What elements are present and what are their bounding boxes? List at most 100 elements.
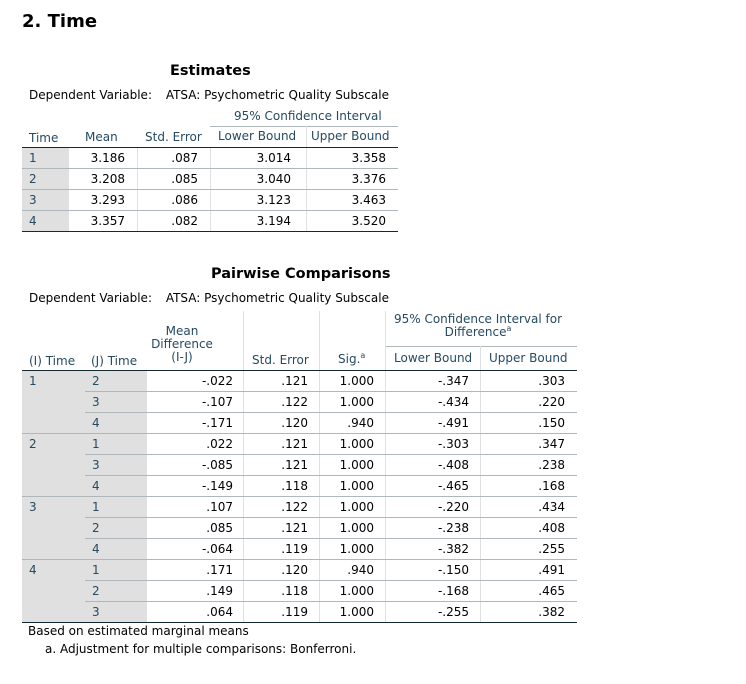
row-rule xyxy=(85,391,577,392)
pairwise-std-error: .121 xyxy=(281,374,308,388)
pairwise-sig: 1.000 xyxy=(339,500,374,514)
estimates-title: Estimates xyxy=(170,63,251,79)
dependent-variable-value: ATSA: Psychometric Quality Subscale xyxy=(165,291,389,305)
col-header-sig: Sig.a xyxy=(338,351,366,367)
pairwise-upper-bound: .347 xyxy=(538,437,565,451)
pairwise-upper-bound: .150 xyxy=(538,416,565,430)
pairwise-row-j-time: 1 xyxy=(92,563,100,577)
row-rule xyxy=(22,189,398,190)
pairwise-sig: 1.000 xyxy=(339,437,374,451)
row-rule xyxy=(85,601,577,602)
pairwise-lower-bound: -.255 xyxy=(437,605,469,619)
pairwise-sig: 1.000 xyxy=(339,584,374,598)
pairwise-mean-difference: -.085 xyxy=(201,458,233,472)
estimates-row-time: 4 xyxy=(29,214,37,228)
pairwise-ci-header: 95% Confidence Interval for Differencea xyxy=(393,312,563,339)
row-rule xyxy=(22,433,577,434)
footnote-a: a. Adjustment for multiple comparisons: … xyxy=(45,642,357,656)
pairwise-row-i-time: 1 xyxy=(29,374,37,388)
pairwise-upper-bound: .168 xyxy=(538,479,565,493)
estimates-mean: 3.208 xyxy=(90,172,125,186)
estimates-dependent-variable: Dependent Variable: ATSA: Psychometric Q… xyxy=(29,88,389,102)
pairwise-mean-difference: .064 xyxy=(206,605,233,619)
header-column-rule xyxy=(319,311,320,370)
pairwise-sig: 1.000 xyxy=(339,479,374,493)
header-column-rule xyxy=(306,126,307,147)
pairwise-dependent-variable: Dependent Variable: ATSA: Psychometric Q… xyxy=(29,291,389,305)
pairwise-std-error: .120 xyxy=(281,563,308,577)
col-header-upper-bound: Upper Bound xyxy=(311,129,390,143)
pairwise-lower-bound: -.465 xyxy=(437,479,469,493)
col-header-j-time: (J) Time xyxy=(91,354,138,368)
estimates-mean: 3.186 xyxy=(90,151,125,165)
pairwise-mean-difference: .171 xyxy=(206,563,233,577)
pairwise-mean-difference: -.171 xyxy=(201,416,233,430)
section-title: 2. Time xyxy=(22,11,98,32)
pairwise-row-j-time: 4 xyxy=(92,542,100,556)
col-header-lower-bound: Lower Bound xyxy=(218,129,297,143)
pairwise-lower-bound: -.303 xyxy=(437,437,469,451)
pairwise-upper-bound: .408 xyxy=(538,521,565,535)
pairwise-sig: .940 xyxy=(347,416,374,430)
row-rule xyxy=(22,622,577,623)
col-header-std-error: Std. Error xyxy=(252,353,309,367)
pairwise-row-j-time: 3 xyxy=(92,458,100,472)
estimates-std-error: .086 xyxy=(171,193,198,207)
pairwise-mean-difference: -.064 xyxy=(201,542,233,556)
row-rule xyxy=(22,496,577,497)
pairwise-sig: .940 xyxy=(347,563,374,577)
pairwise-std-error: .122 xyxy=(281,395,308,409)
pairwise-mean-difference: -.022 xyxy=(201,374,233,388)
estimates-std-error: .082 xyxy=(171,214,198,228)
pairwise-std-error: .120 xyxy=(281,416,308,430)
footnote-main: Based on estimated marginal means xyxy=(28,624,249,638)
pairwise-sig: 1.000 xyxy=(339,458,374,472)
estimates-std-error: .085 xyxy=(171,172,198,186)
pairwise-row-j-time: 1 xyxy=(92,437,100,451)
row-rule xyxy=(85,517,577,518)
pairwise-upper-bound: .220 xyxy=(538,395,565,409)
header-column-rule xyxy=(480,346,481,370)
row-rule xyxy=(22,168,398,169)
pairwise-mean-difference: .022 xyxy=(206,437,233,451)
estimates-lower-bound: 3.014 xyxy=(256,151,291,165)
pairwise-lower-bound: -.150 xyxy=(437,563,469,577)
pairwise-lower-bound: -.491 xyxy=(437,416,469,430)
pairwise-row-j-time: 3 xyxy=(92,605,100,619)
estimates-row-time: 3 xyxy=(29,193,37,207)
pairwise-mean-difference: -.107 xyxy=(201,395,233,409)
pairwise-row-j-time: 4 xyxy=(92,416,100,430)
pairwise-sig: 1.000 xyxy=(339,395,374,409)
pairwise-mean-difference: .107 xyxy=(206,500,233,514)
estimates-upper-bound: 3.463 xyxy=(351,193,386,207)
pairwise-row-j-time: 2 xyxy=(92,374,100,388)
pairwise-lower-bound: -.220 xyxy=(437,500,469,514)
dependent-variable-label: Dependent Variable: xyxy=(29,88,152,102)
pairwise-mean-difference: .149 xyxy=(206,584,233,598)
col-header-mean: Mean xyxy=(85,130,118,144)
pairwise-upper-bound: .382 xyxy=(538,605,565,619)
estimates-lower-bound: 3.194 xyxy=(256,214,291,228)
pairwise-sig: 1.000 xyxy=(339,521,374,535)
pairwise-upper-bound: .238 xyxy=(538,458,565,472)
estimates-mean: 3.293 xyxy=(90,193,125,207)
pairwise-lower-bound: -.238 xyxy=(437,521,469,535)
row-rule xyxy=(85,454,577,455)
pairwise-title: Pairwise Comparisons xyxy=(211,266,391,282)
pairwise-lower-bound: -.347 xyxy=(437,374,469,388)
pairwise-upper-bound: .303 xyxy=(538,374,565,388)
estimates-lower-bound: 3.123 xyxy=(256,193,291,207)
row-rule xyxy=(85,580,577,581)
pairwise-sig: 1.000 xyxy=(339,605,374,619)
row-rule xyxy=(22,210,398,211)
estimates-upper-bound: 3.520 xyxy=(351,214,386,228)
dependent-variable-value: ATSA: Psychometric Quality Subscale xyxy=(165,88,389,102)
header-bottom-rule xyxy=(22,370,577,371)
pairwise-upper-bound: .434 xyxy=(538,500,565,514)
row-rule xyxy=(85,538,577,539)
header-column-rule xyxy=(243,311,244,370)
estimates-row-time: 2 xyxy=(29,172,37,186)
pairwise-row-j-time: 2 xyxy=(92,521,100,535)
pairwise-mean-difference: -.149 xyxy=(201,479,233,493)
pairwise-sig: 1.000 xyxy=(339,374,374,388)
